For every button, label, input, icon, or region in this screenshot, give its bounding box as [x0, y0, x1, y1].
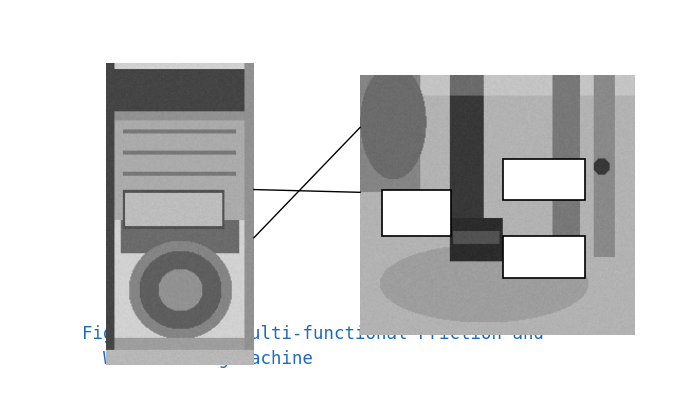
Bar	[503, 236, 585, 278]
Bar	[382, 190, 451, 236]
Text: Figure 1 UMT-2 Multi-functional Friction and
  Wear Testing Machine: Figure 1 UMT-2 Multi-functional Friction…	[82, 325, 544, 368]
Bar	[503, 158, 585, 200]
